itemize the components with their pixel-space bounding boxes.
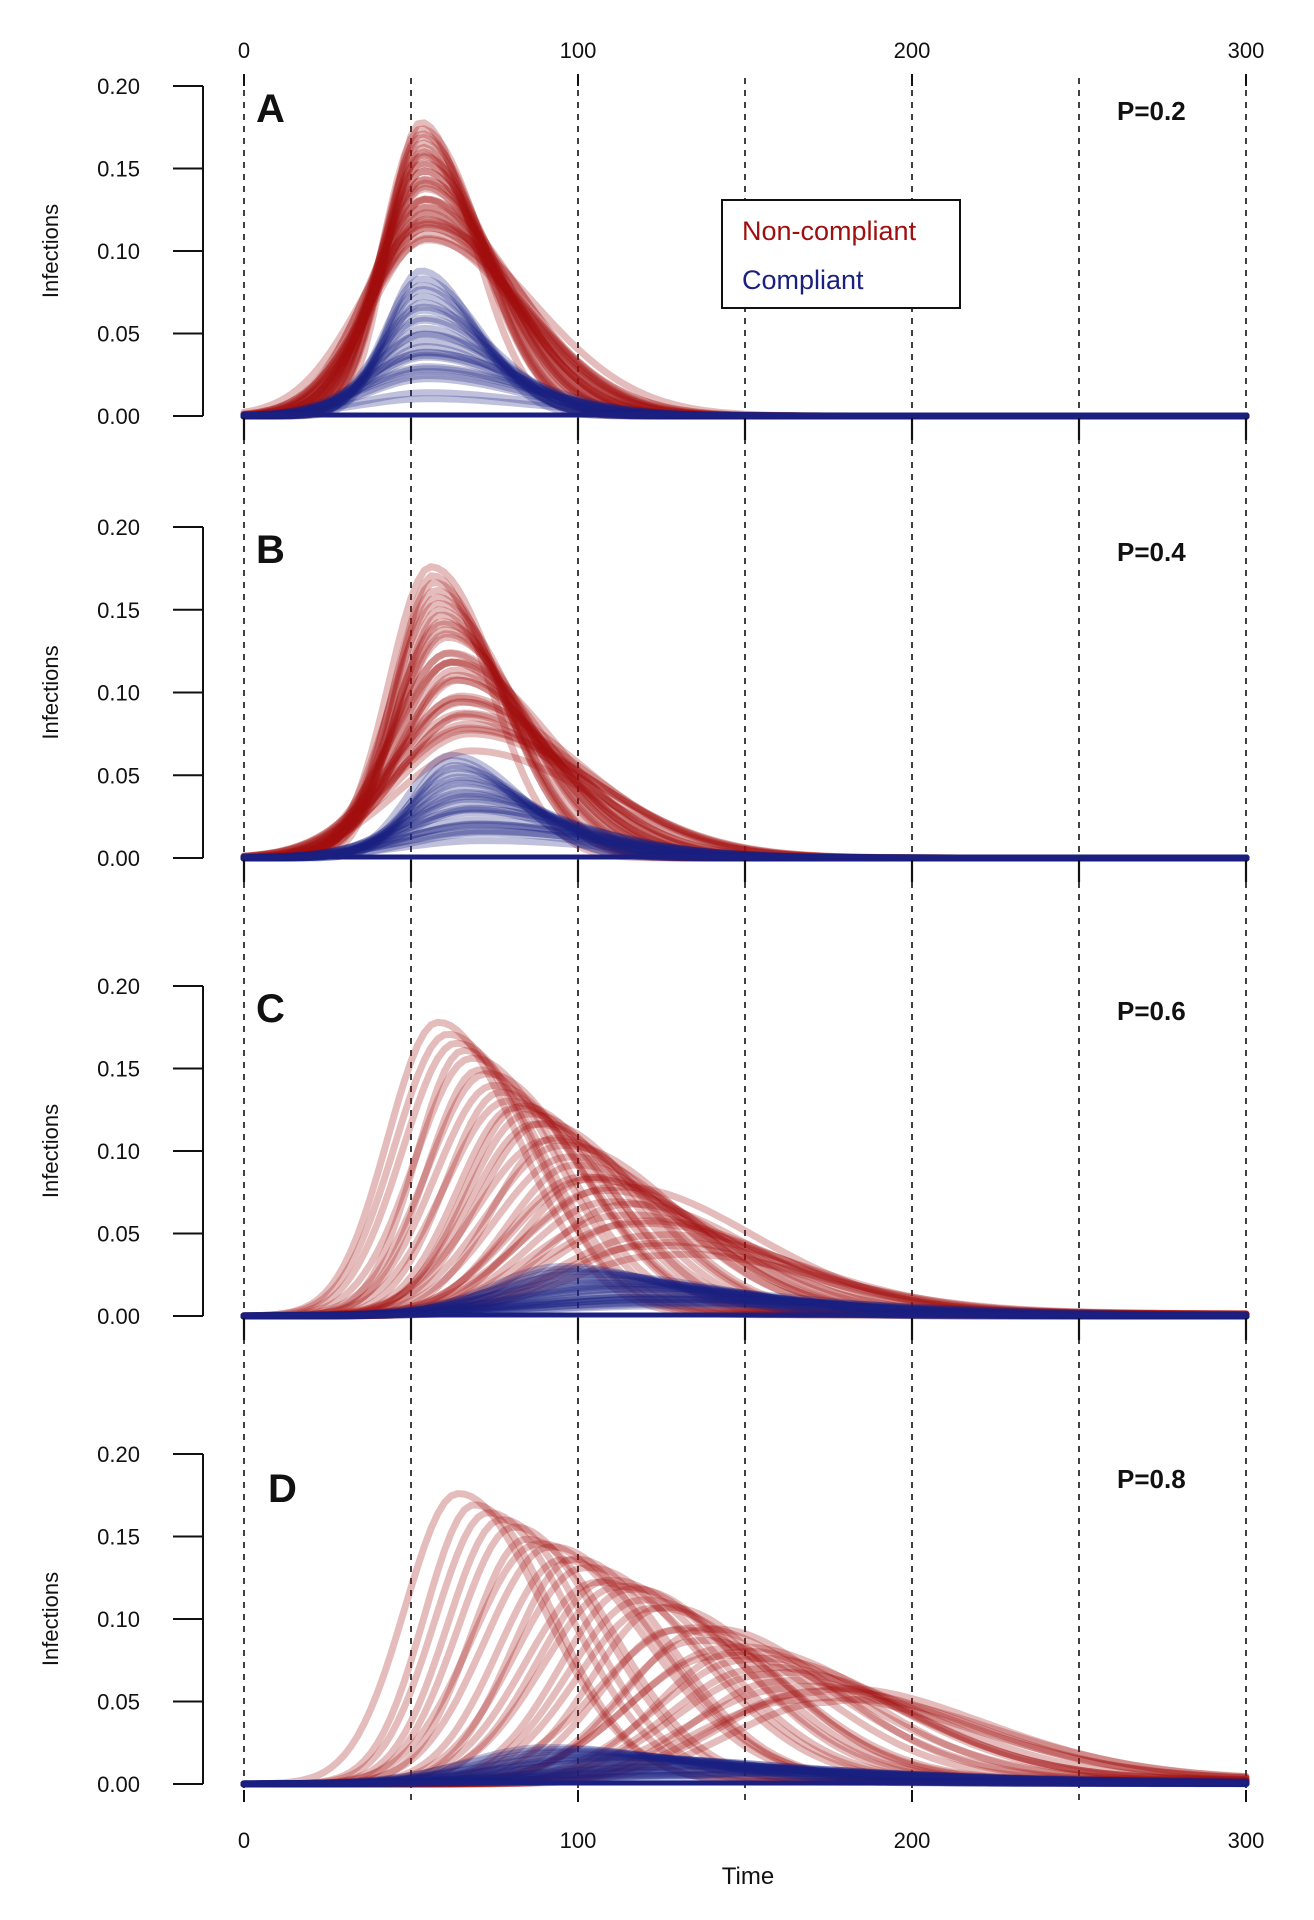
y-tick-label: 0.15 — [97, 157, 140, 182]
y-axis-label: Infections — [38, 1104, 63, 1198]
y-axis-label: Infections — [38, 204, 63, 298]
y-tick-label: 0.00 — [97, 846, 140, 871]
panel-letter: D — [268, 1467, 297, 1511]
x-axes: 0 100 200 300 0 100 200 300 Time — [238, 38, 1264, 1890]
panel-C: 0.00 0.05 0.10 0.15 0.20 Infections C P=0.6 — [38, 974, 1250, 1329]
y-tick-label: 0.00 — [97, 1772, 140, 1797]
y-tick-label: 0.00 — [97, 1304, 140, 1329]
y-tick-label: 0.20 — [97, 515, 140, 540]
bottom-x-axis: 0 100 200 300 — [238, 1790, 1264, 1853]
panel-D: 0.00 0.05 0.10 0.15 0.20 Infections D P=0.8 — [38, 1442, 1250, 1797]
panel-letter: A — [256, 87, 285, 131]
legend-entry: Compliant — [742, 265, 864, 295]
curves-A — [240, 119, 1250, 420]
y-tick-label: 0.20 — [97, 1442, 140, 1467]
y-tick-label: 0.15 — [97, 598, 140, 623]
x-tick-label: 0 — [238, 1828, 250, 1853]
inter-panel-ticks — [242, 418, 1248, 1340]
y-tick-label: 0.05 — [97, 763, 140, 788]
panel-letter: B — [256, 528, 285, 572]
y-tick-label: 0.00 — [97, 404, 140, 429]
panel-B: 0.00 0.05 0.10 0.15 0.20 Infections B P=0.4 — [38, 515, 1250, 871]
y-tick-label: 0.10 — [97, 681, 140, 706]
x-tick-label: 0 — [238, 38, 250, 63]
y-axis-label: Infections — [38, 1572, 63, 1666]
legend-entry: Non-compliant — [742, 216, 917, 246]
y-axis-label: Infections — [38, 645, 63, 739]
x-tick-label: 300 — [1228, 38, 1265, 63]
y-tick-label: 0.15 — [97, 1057, 140, 1082]
y-tick-label: 0.20 — [97, 74, 140, 99]
y-tick-label: 0.05 — [97, 1222, 140, 1247]
x-axis-label: Time — [722, 1863, 774, 1890]
x-tick-label: 200 — [894, 38, 931, 63]
curves-C — [240, 1018, 1250, 1320]
x-tick-label: 300 — [1228, 1828, 1265, 1853]
panel-p-label: P=0.4 — [1117, 537, 1186, 567]
y-tick-label: 0.10 — [97, 1607, 140, 1632]
panel-A: 0.00 0.05 0.10 0.15 0.20 Infections A P=0.2 — [38, 74, 1250, 429]
y-tick-label: 0.15 — [97, 1525, 140, 1550]
legend-box — [721, 199, 961, 309]
top-x-axis: 0 100 200 300 — [238, 38, 1264, 86]
panel-p-label: P=0.6 — [1117, 996, 1186, 1026]
x-tick-label: 200 — [894, 1828, 931, 1853]
y-tick-label: 0.10 — [97, 1139, 140, 1164]
x-tick-label: 100 — [560, 38, 597, 63]
panel-p-label: P=0.8 — [1117, 1464, 1186, 1494]
y-tick-label: 0.20 — [97, 974, 140, 999]
x-tick-label: 100 — [560, 1828, 597, 1853]
y-tick-label: 0.05 — [97, 1690, 140, 1715]
y-tick-label: 0.05 — [97, 322, 140, 347]
legend: Non-compliant Compliant — [721, 199, 961, 309]
y-tick-label: 0.10 — [97, 239, 140, 264]
panel-p-label: P=0.2 — [1117, 96, 1186, 126]
curves-B — [240, 563, 1250, 862]
panel-letter: C — [256, 987, 285, 1031]
curves-D — [240, 1490, 1250, 1788]
